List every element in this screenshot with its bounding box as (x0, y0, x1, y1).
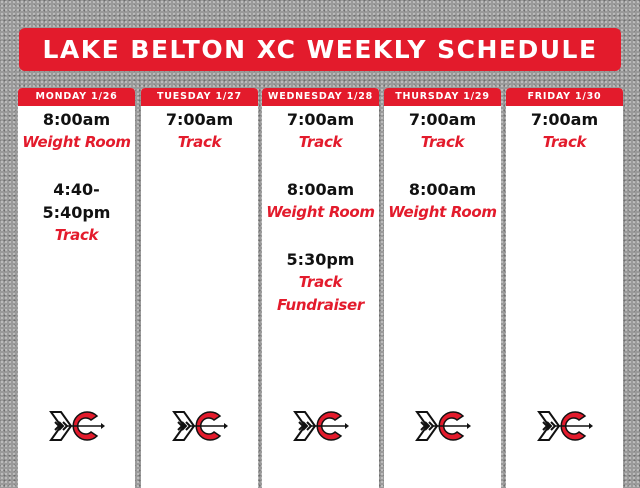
xc-logo-icon (291, 408, 351, 448)
xc-logo-icon (535, 408, 595, 448)
event-time: 7:00am (165, 110, 234, 129)
event-activity: Weight Room (22, 133, 131, 151)
event-time: 8:00am (286, 180, 355, 199)
xc-logo-icon (47, 408, 107, 448)
event-time: 7:00am (530, 110, 599, 129)
event-activity: Weight Room (388, 203, 497, 221)
event-activity: Track (54, 226, 99, 244)
day-header: WEDNESDAY 1/28 (262, 88, 379, 106)
event-activity: Track (542, 133, 587, 151)
event-activity: Weight Room (266, 203, 375, 221)
event-activity: Track (298, 273, 343, 291)
page-title: LAKE BELTON XC WEEKLY SCHEDULE (19, 28, 621, 71)
event-activity: Track (298, 133, 343, 151)
event-activity: Track (177, 133, 222, 151)
day-header: FRIDAY 1/30 (506, 88, 623, 106)
event-time: 5:30pm (286, 250, 355, 269)
xc-logo-icon (413, 408, 473, 448)
day-header: TUESDAY 1/27 (141, 88, 258, 106)
event-time: 8:00am (42, 110, 111, 129)
xc-logo-icon (170, 408, 230, 448)
event-time: 8:00am (408, 180, 477, 199)
day-header: MONDAY 1/26 (18, 88, 135, 106)
event-activity: Fundraiser (276, 296, 365, 314)
event-time: 7:00am (408, 110, 477, 129)
day-header: THURSDAY 1/29 (384, 88, 501, 106)
day-column: TUESDAY 1/27 7:00am Track (141, 88, 258, 488)
event-time: 7:00am (286, 110, 355, 129)
day-column: MONDAY 1/26 8:00am Weight Room 4:40- 5:40pm… (18, 88, 135, 488)
day-column: THURSDAY 1/29 7:00am Track 8:00am Weight Roo… (384, 88, 501, 488)
event-activity: Track (420, 133, 465, 151)
day-column: WEDNESDAY 1/28 7:00am Track 8:00am Weight Ro… (262, 88, 379, 488)
event-time: 4:40- 5:40pm (42, 180, 111, 222)
day-column: FRIDAY 1/30 7:00am Track (506, 88, 623, 488)
